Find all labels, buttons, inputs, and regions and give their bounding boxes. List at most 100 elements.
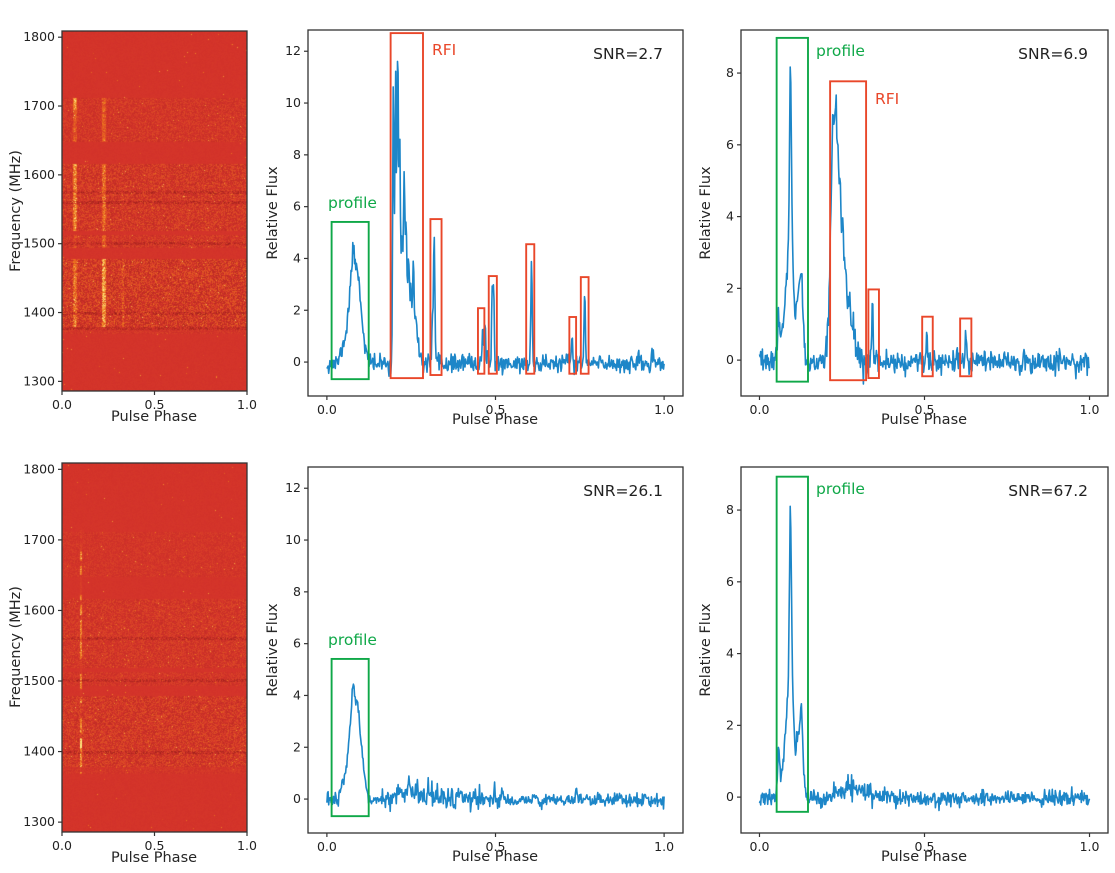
axes-border xyxy=(740,29,1109,397)
y-tick-label: 2 xyxy=(293,739,301,754)
x-tick-label: 0.5 xyxy=(145,397,165,412)
rfi-box xyxy=(389,32,424,380)
ylabel-waterfall-raw: Frequency (MHz) xyxy=(7,150,24,272)
y-tick-label: 1800 xyxy=(23,29,55,44)
y-tick-label: 1400 xyxy=(23,744,55,759)
flux-clean-right-axes: 0.0 0.5 1.0 0 2 4 6 8 xyxy=(726,466,1109,854)
profile-label-raw-mid: profile xyxy=(328,194,377,212)
y-tick-label: 1700 xyxy=(23,532,55,547)
profile-box xyxy=(775,36,809,383)
x-tick-label: 0.0 xyxy=(317,839,337,854)
rfi-box xyxy=(829,80,868,382)
x-tick-label: 1.0 xyxy=(654,839,674,854)
ylabel-waterfall-clean: Frequency (MHz) xyxy=(7,586,24,708)
y-tick-label: 4 xyxy=(726,646,734,661)
y-tick-label: 0 xyxy=(293,791,301,806)
flux-clean-mid-axes: 0.0 0.5 1.0 0 2 4 6 8 10 12 xyxy=(285,466,684,854)
y-tick-label: 0 xyxy=(726,789,734,804)
axes-border xyxy=(307,466,684,834)
rfi-box xyxy=(487,275,498,375)
x-tick-label: 0.5 xyxy=(915,839,935,854)
y-tick-label: 1300 xyxy=(23,814,55,829)
rfi-box xyxy=(921,315,934,378)
profile-label-raw-right: profile xyxy=(816,42,865,60)
profile-label-clean-right: profile xyxy=(816,480,865,498)
ylabel-flux-clean-right: Relative Flux xyxy=(697,603,714,697)
y-tick-label: 4 xyxy=(293,687,301,702)
y-tick-label: 4 xyxy=(726,209,734,224)
flux-raw-right-axes: 0.0 0.5 1.0 0 2 4 6 8 xyxy=(726,29,1109,417)
x-tick-label: 1.0 xyxy=(237,838,257,853)
x-tick-label: 1.0 xyxy=(1080,839,1100,854)
x-tick-label: 0.0 xyxy=(52,838,72,853)
flux-raw-right xyxy=(758,36,1091,385)
rfi-box xyxy=(959,317,973,378)
y-tick-label: 10 xyxy=(285,95,301,110)
flux-raw-mid xyxy=(326,32,665,381)
ylabel-flux-raw-mid: Relative Flux xyxy=(264,166,281,260)
xlabel-flux-clean-mid: Pulse Phase xyxy=(451,849,539,865)
y-tick-label: 1400 xyxy=(23,305,55,320)
x-tick-label: 0.0 xyxy=(750,839,770,854)
axes-border xyxy=(61,30,248,392)
x-tick-label: 0.5 xyxy=(145,838,165,853)
rfi-box xyxy=(867,288,880,380)
axes-border xyxy=(61,462,248,833)
snr-label-raw-right: SNR=6.9 xyxy=(1018,45,1088,63)
snr-label-clean-right: SNR=67.2 xyxy=(1008,482,1088,500)
ylabel-flux-clean-mid: Relative Flux xyxy=(264,603,281,697)
rfi-box xyxy=(429,218,443,376)
x-tick-label: 0.5 xyxy=(486,839,506,854)
rfi-box xyxy=(579,276,590,375)
flux-line xyxy=(326,683,665,813)
waterfall-raw-axes: 0.0 0.5 1.0 1300 1400 1500 1600 1700 1800 xyxy=(23,29,257,412)
y-tick-label: 2 xyxy=(726,280,734,295)
rfi-box xyxy=(568,316,578,375)
xlabel-flux-raw-mid: Pulse Phase xyxy=(451,412,539,428)
rfi-box xyxy=(525,243,536,375)
y-tick-label: 6 xyxy=(726,137,734,152)
axes-border xyxy=(740,466,1109,834)
ylabel-flux-raw-right: Relative Flux xyxy=(697,166,714,260)
y-tick-label: 8 xyxy=(293,584,301,599)
y-tick-label: 6 xyxy=(293,636,301,651)
y-tick-label: 6 xyxy=(293,199,301,214)
x-tick-label: 1.0 xyxy=(654,402,674,417)
rfi-label-raw-mid: RFI xyxy=(432,41,457,59)
x-tick-label: 0.0 xyxy=(750,402,770,417)
y-tick-label: 0 xyxy=(726,352,734,367)
xlabel-waterfall-clean: Pulse Phase xyxy=(110,850,198,866)
axes-border xyxy=(307,29,684,397)
y-tick-label: 8 xyxy=(726,65,734,80)
y-tick-label: 8 xyxy=(293,147,301,162)
y-tick-label: 8 xyxy=(726,502,734,517)
profile-label-clean-mid: profile xyxy=(328,631,377,649)
x-tick-label: 0.5 xyxy=(915,402,935,417)
flux-line xyxy=(758,505,1091,812)
y-tick-label: 12 xyxy=(285,43,301,58)
y-tick-label: 2 xyxy=(293,302,301,317)
rfi-label-raw-right: RFI xyxy=(875,90,900,108)
xlabel-waterfall-raw: Pulse Phase xyxy=(110,409,198,425)
y-tick-label: 1600 xyxy=(23,602,55,617)
y-tick-label: 1300 xyxy=(23,373,55,388)
x-tick-label: 1.0 xyxy=(1080,402,1100,417)
x-tick-label: 0.5 xyxy=(486,402,506,417)
waterfall-clean-axes: 0.0 0.5 1.0 1300 1400 1500 1600 1700 1800 xyxy=(23,461,257,853)
snr-label-clean-mid: SNR=26.1 xyxy=(583,482,663,500)
xlabel-flux-raw-right: Pulse Phase xyxy=(880,412,968,428)
x-tick-label: 0.0 xyxy=(317,402,337,417)
y-tick-label: 1500 xyxy=(23,236,55,251)
xlabel-flux-clean-right: Pulse Phase xyxy=(880,849,968,865)
flux-line xyxy=(758,66,1091,385)
y-tick-label: 0 xyxy=(293,354,301,369)
flux-clean-right xyxy=(758,475,1091,813)
y-tick-label: 2 xyxy=(726,717,734,732)
y-tick-label: 4 xyxy=(293,250,301,265)
x-tick-label: 0.0 xyxy=(52,397,72,412)
y-tick-label: 6 xyxy=(726,574,734,589)
flux-clean-mid xyxy=(326,657,665,818)
profile-box xyxy=(330,657,370,818)
